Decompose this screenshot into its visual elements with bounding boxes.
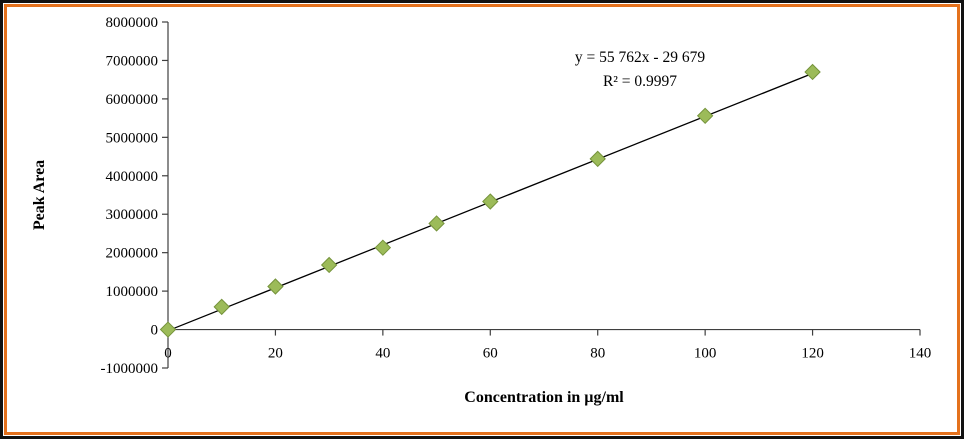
- x-tick-label: 0: [164, 346, 172, 362]
- x-axis-title: Concentration in µg/ml: [464, 389, 624, 406]
- data-point-marker: [696, 107, 714, 125]
- data-point-marker: [320, 256, 338, 274]
- y-tick-label: 1000000: [106, 284, 159, 300]
- x-tick-label: 40: [375, 346, 390, 362]
- data-point-marker: [589, 150, 606, 168]
- y-tick-label: 5000000: [106, 130, 159, 146]
- x-tick-label: 120: [801, 346, 824, 362]
- y-tick-label: 3000000: [106, 207, 159, 223]
- data-point-marker: [267, 278, 284, 295]
- data-point-marker: [482, 193, 499, 210]
- x-tick-label: 140: [909, 346, 932, 362]
- y-tick-label: 4000000: [106, 169, 159, 185]
- x-tick-label: 20: [268, 346, 283, 362]
- y-tick-label: -1000000: [101, 361, 159, 377]
- data-point-marker: [804, 63, 821, 81]
- data-point-marker: [213, 298, 230, 316]
- data-point-marker: [374, 239, 392, 256]
- trendline-equation-label: y = 55 762x - 29 679: [575, 49, 705, 66]
- data-point-marker: [428, 215, 445, 232]
- y-tick-label: 2000000: [106, 246, 159, 262]
- y-tick-label: 7000000: [106, 53, 159, 69]
- y-tick-label: 8000000: [106, 15, 159, 31]
- chart-inner-border: [4, 4, 960, 435]
- x-tick-label: 80: [590, 346, 605, 362]
- y-axis-title: Peak Area: [31, 160, 48, 230]
- y-tick-label: 6000000: [106, 92, 159, 108]
- x-tick-label: 60: [483, 346, 498, 362]
- plot-area: -1000000 0 1000000 2000000 3000000 4000000 500…: [101, 15, 932, 377]
- r-squared-label: R² = 0.9997: [603, 73, 677, 90]
- y-tick-label: 0: [151, 323, 159, 339]
- x-tick-label: 100: [694, 346, 717, 362]
- data-point-marker: [159, 321, 177, 338]
